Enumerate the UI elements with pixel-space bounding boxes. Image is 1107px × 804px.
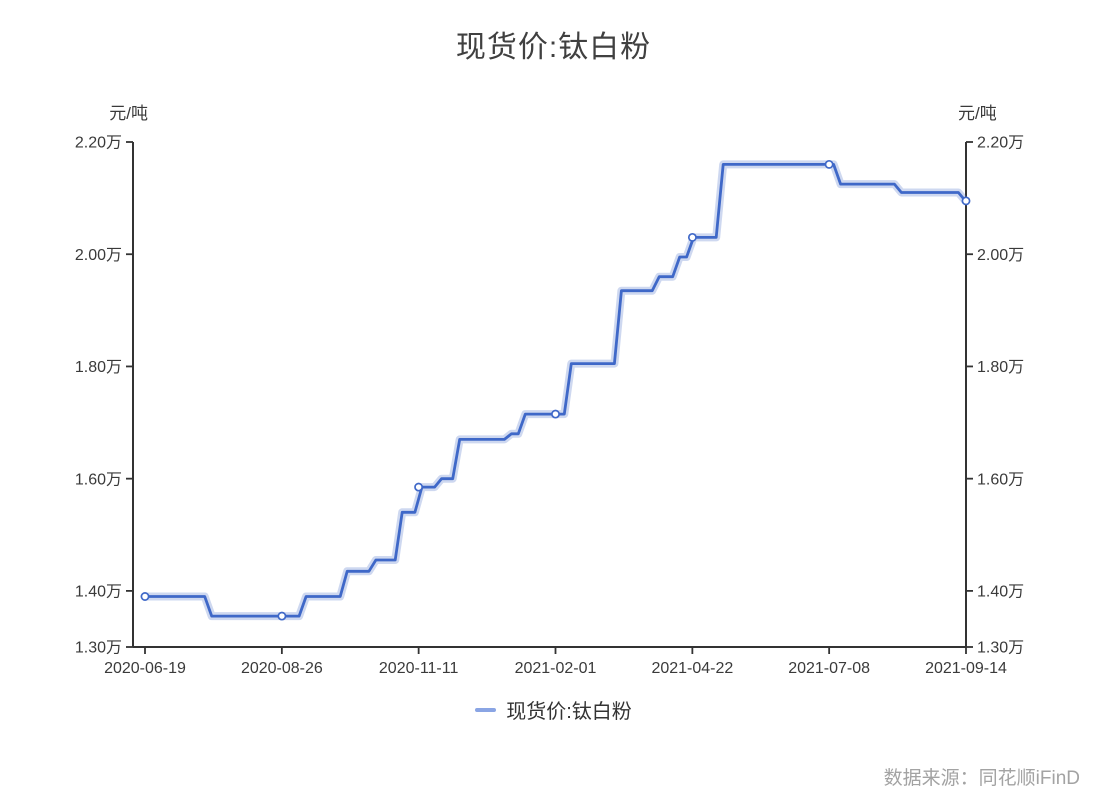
chart-title: 现货价:钛白粉 bbox=[455, 31, 652, 64]
x-tick-label: 2020-06-19 bbox=[104, 660, 186, 677]
price-line-glow bbox=[141, 160, 970, 621]
legend-line-marker bbox=[475, 707, 497, 712]
x-tick-label: 2021-09-14 bbox=[925, 660, 1007, 677]
y-axis-unit-left: 元/吨 bbox=[109, 104, 148, 123]
price-line[interactable] bbox=[143, 163, 968, 618]
data-point-marker[interactable] bbox=[551, 409, 560, 419]
y-tick-label-right: 1.80万 bbox=[977, 359, 1024, 376]
data-source-label: 数据来源：同花顺iFinD bbox=[883, 768, 1080, 789]
legend-item-spot-price[interactable]: 现货价:钛白粉 bbox=[475, 695, 632, 724]
x-tick-label: 2020-08-26 bbox=[241, 660, 323, 677]
x-tick-label: 2021-07-08 bbox=[788, 660, 870, 677]
y-tick-label-left: 1.30万 bbox=[75, 640, 122, 657]
data-point-marker[interactable] bbox=[824, 159, 834, 169]
y-tick-label-left: 1.60万 bbox=[75, 471, 122, 488]
y-tick-label-right: 1.40万 bbox=[977, 583, 1024, 600]
x-tick-label: 2020-11-11 bbox=[379, 660, 459, 677]
x-tick-label: 2021-02-01 bbox=[515, 660, 597, 677]
data-point-marker[interactable] bbox=[277, 611, 287, 621]
y-tick-label-left: 2.20万 bbox=[75, 135, 122, 152]
x-tick-label: 2021-04-22 bbox=[651, 660, 733, 677]
y-tick-label-right: 1.60万 bbox=[977, 471, 1024, 488]
legend: 现货价:钛白粉 bbox=[0, 695, 1107, 724]
y-tick-label-left: 1.40万 bbox=[75, 583, 122, 600]
y-tick-label-left: 1.80万 bbox=[75, 359, 122, 376]
legend-label: 现货价:钛白粉 bbox=[506, 701, 632, 723]
data-point-marker[interactable] bbox=[961, 196, 971, 206]
data-point-marker[interactable] bbox=[687, 232, 697, 242]
y-axis-unit-right: 元/吨 bbox=[958, 104, 997, 123]
y-tick-label-right: 2.20万 bbox=[977, 135, 1024, 152]
data-point-marker[interactable] bbox=[140, 592, 150, 601]
y-tick-label-left: 2.00万 bbox=[75, 247, 122, 264]
data-point-marker[interactable] bbox=[414, 482, 424, 492]
y-tick-label-right: 1.30万 bbox=[977, 640, 1024, 657]
y-tick-label-right: 2.00万 bbox=[977, 247, 1024, 264]
